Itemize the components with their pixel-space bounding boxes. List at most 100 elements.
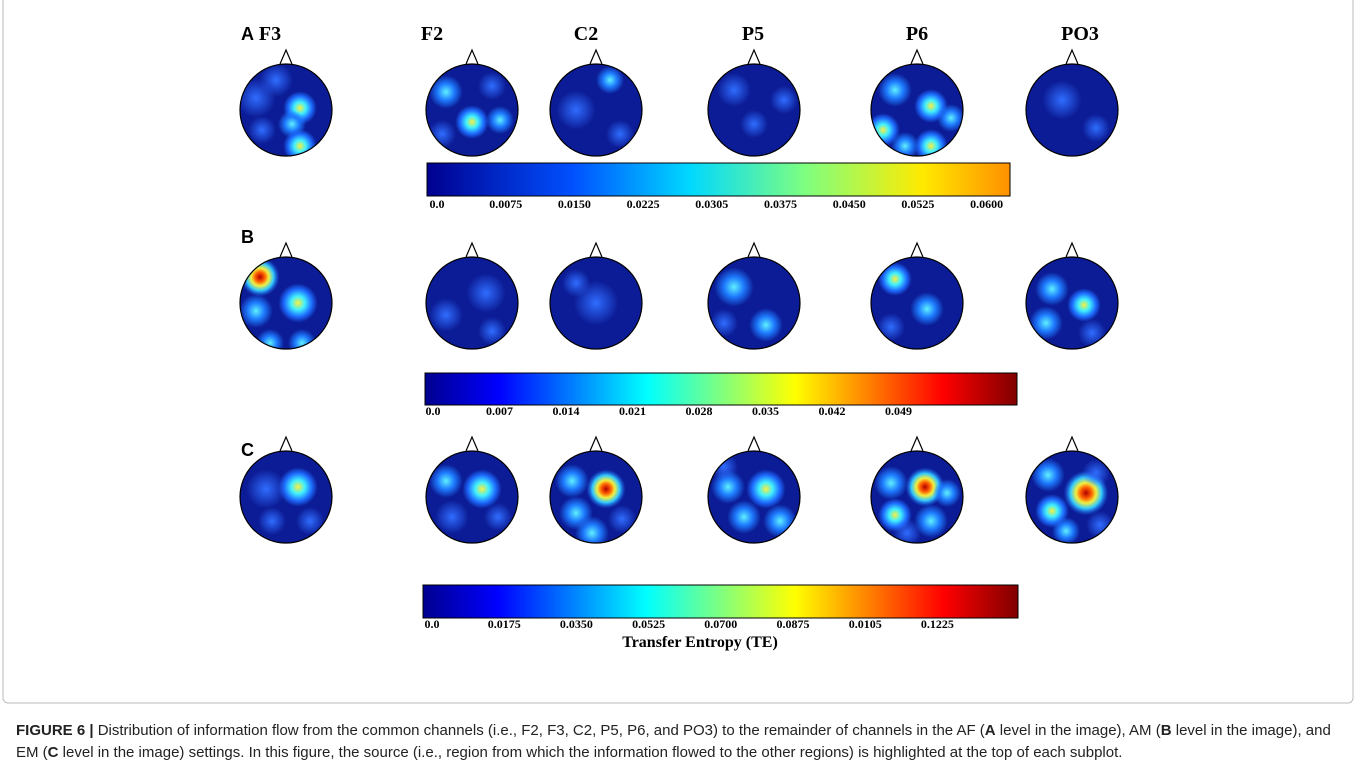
activity-blob [283,129,317,156]
panel-letter: C [241,440,254,460]
activity-blob [259,64,293,97]
colorbar-tick-label: 0.0 [425,617,440,631]
topomap [240,257,332,349]
activity-blob [1031,458,1065,492]
activity-blob [878,73,912,107]
activity-blob [877,313,905,341]
head-outline [425,450,519,544]
topomap [240,64,332,156]
activity-blob [484,503,512,531]
head-outline [707,450,801,544]
figure-frame [2,0,1354,704]
topomaps [239,48,1119,544]
colorbar-tick-label: 0.0305 [695,197,728,211]
head-outline [870,450,964,544]
head-outline [1025,63,1119,157]
activity-blob [746,469,786,509]
colorbar-title: Transfer Entropy (TE) [622,634,778,651]
activity-blob [1082,114,1110,142]
colorbar-tick-label: 0.0450 [833,197,866,211]
head-outline [870,256,964,350]
topomap [426,64,518,156]
activity-blob [606,120,634,148]
colorbar-tick-label: 0.035 [752,404,779,418]
nose [910,241,924,258]
activity-blob [429,75,463,109]
activity-blob [749,308,783,342]
topomap [708,64,800,156]
topomap [550,451,642,543]
caption-label: FIGURE 6 | [16,722,94,739]
colorbar-tick-label: 0.007 [486,404,513,418]
channel-label: P5 [742,23,764,45]
topomap [871,451,963,543]
nose [279,241,293,258]
channel-label: PO3 [1061,23,1099,45]
activity-blob [1052,517,1080,543]
activity-blob [486,106,514,134]
nose [465,48,479,65]
activity-blob [878,262,912,296]
colorbar-tick-label: 0.0350 [560,617,593,631]
colorbar [422,584,1019,619]
activity-blob [1086,511,1114,539]
activity-blob [240,257,280,297]
caption-text: level in the image), AM ( [995,722,1161,739]
activity-blob [710,309,738,337]
activity-blob [1035,272,1069,306]
activity-blob [874,466,908,500]
activity-blob [455,105,489,139]
caption: FIGURE 6 | Distribution of information f… [16,720,1336,764]
nose [747,435,761,452]
activity-blob [914,129,948,156]
topomap [550,64,642,156]
activity-blob [608,505,636,533]
topomap [871,257,963,349]
nose [589,241,603,258]
head-outline [1025,450,1119,544]
topomap [550,257,642,349]
caption-text: level in the image), and EM ( [16,722,1331,761]
colorbar-tick-label: 0.0525 [632,617,665,631]
nose [747,48,761,65]
colorbar-tick-label: 0.0875 [777,617,810,631]
activity-blob [288,329,316,349]
figure: A 0.0 0.0075 0.0150 0.0225 0.0305 0.0375 0.0450… [2,0,1354,704]
nose [589,435,603,452]
head-outline [239,450,333,544]
nose [589,48,603,65]
caption-bold: B [1160,722,1172,739]
topomap [1026,257,1118,349]
head-outline [549,63,643,157]
activity-blob [466,273,506,313]
activity-blob [1078,319,1106,347]
activity-blob [937,104,963,132]
colorbar-tick-label: 0.049 [885,404,912,418]
activity-blob [910,292,944,326]
head-outline [425,256,519,350]
head-outline [549,450,643,544]
colorbar-tick-label: 0.0105 [849,617,882,631]
topomap [1026,451,1118,543]
activity-blob [575,516,609,543]
head-outline [239,63,333,157]
activity-blob [246,469,286,509]
activity-blob [727,500,761,534]
caption-text: Distribution of information flow from th… [93,722,985,739]
head-outline [1025,256,1119,350]
activity-blob [435,500,469,534]
head-outline [425,63,519,157]
colorbar-tick-label: 0.0225 [627,197,660,211]
colorbar-tick-label: 0.014 [553,404,580,418]
colorbar-tick-label: 0.0 [430,197,445,211]
activity-blob [770,86,798,114]
activity-blob [478,72,506,100]
colorbar [424,372,1018,406]
activity-blob [596,66,624,94]
activity-blob [1029,306,1063,340]
topomap [708,257,800,349]
activity-blob [586,469,626,509]
activity-blob [914,504,948,538]
colorbar-tick-label: 0.028 [686,404,713,418]
